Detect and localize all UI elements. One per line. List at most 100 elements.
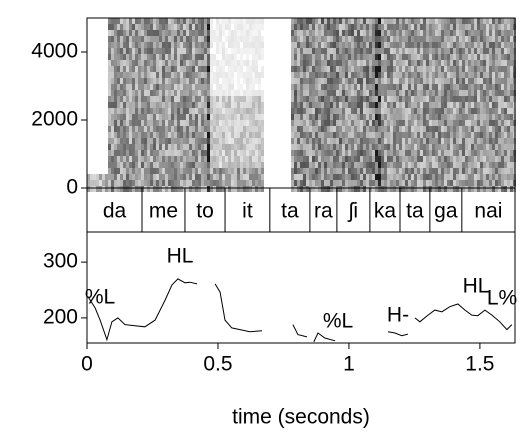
spectrogram-cell — [477, 66, 480, 72]
spectrogram-cell — [153, 102, 156, 108]
spectrogram-cell — [117, 186, 120, 192]
spectrogram-cell — [231, 96, 234, 102]
spectrogram-cell — [423, 96, 426, 102]
spectrogram-cell — [291, 120, 294, 126]
spectrogram-cell — [444, 120, 447, 126]
spectrogram-cell — [345, 66, 348, 72]
spectrogram-cell — [330, 30, 333, 36]
spectrogram-cell — [189, 102, 192, 108]
spectrogram-cell — [501, 60, 504, 66]
spectrogram-cell — [216, 150, 219, 156]
spectrogram-cell — [357, 18, 360, 24]
spectrogram-cell — [225, 102, 228, 108]
spectrogram-cell — [486, 162, 489, 168]
spectrogram-cell — [291, 126, 294, 132]
spectrogram-cell — [312, 78, 315, 84]
spectrogram-cell — [447, 48, 450, 54]
spectrogram-cell — [390, 42, 393, 48]
spectrogram-cell — [162, 186, 165, 192]
spectrogram-cell — [165, 66, 168, 72]
spectrogram-cell — [234, 36, 237, 42]
spectrogram-cell — [507, 138, 510, 144]
spectrogram-cell — [219, 60, 222, 66]
spectrogram-cell — [327, 174, 330, 180]
spectrogram-cell — [432, 24, 435, 30]
spectrogram-cell — [375, 60, 378, 66]
spectrogram-cell — [444, 114, 447, 120]
spectrogram-cell — [414, 156, 417, 162]
spectrogram-cell — [291, 96, 294, 102]
spectrogram-cell — [207, 42, 210, 48]
spectrogram-cell — [378, 42, 381, 48]
spectrogram-cell — [138, 60, 141, 66]
spectrogram-cell — [396, 174, 399, 180]
spectrogram-cell — [312, 114, 315, 120]
spectrogram-cell — [153, 78, 156, 84]
spectrogram-cell — [177, 30, 180, 36]
spectrogram-cell — [153, 114, 156, 120]
spectrogram-cell — [162, 36, 165, 42]
spectrogram-cell — [240, 132, 243, 138]
spectrogram-cell — [120, 96, 123, 102]
spectrogram-cell — [204, 78, 207, 84]
spectrogram-cell — [303, 108, 306, 114]
spectrogram-cell — [165, 48, 168, 54]
spectrogram-cell — [246, 108, 249, 114]
spectrogram-cell — [135, 24, 138, 30]
spectrogram-cell — [201, 102, 204, 108]
spectrogram-cell — [213, 30, 216, 36]
spectrogram-cell — [249, 66, 252, 72]
spectrogram-cell — [156, 102, 159, 108]
spectrogram-cell — [318, 180, 321, 186]
spectrogram-cell — [300, 132, 303, 138]
spectrogram-cell — [366, 78, 369, 84]
spectrogram-cell — [423, 126, 426, 132]
spectrogram-cell — [441, 120, 444, 126]
spectrogram-cell — [195, 90, 198, 96]
spectrogram-cell — [333, 168, 336, 174]
spectrogram-cell — [387, 24, 390, 30]
spectrogram-cell — [162, 174, 165, 180]
spectrogram-cell — [405, 180, 408, 186]
spectrogram-cell — [336, 138, 339, 144]
spectrogram-cell — [180, 168, 183, 174]
spectrogram-cell — [204, 18, 207, 24]
spectrogram-cell — [147, 132, 150, 138]
spectrogram-cell — [405, 42, 408, 48]
spectrogram-cell — [213, 126, 216, 132]
spectrogram-cell — [366, 126, 369, 132]
spectrogram-cell — [183, 174, 186, 180]
spectrogram-cell — [228, 186, 231, 192]
spectrogram-cell — [219, 30, 222, 36]
spectrogram-cell — [192, 60, 195, 66]
spectrogram-cell — [420, 66, 423, 72]
spectrogram-cell — [147, 18, 150, 24]
spectrogram-cell — [441, 156, 444, 162]
spectrogram-cell — [165, 174, 168, 180]
spectrogram-cell — [177, 90, 180, 96]
spectrogram-cell — [468, 180, 471, 186]
spectrogram-cell — [303, 132, 306, 138]
spectrogram-cell — [480, 120, 483, 126]
spectrogram-cell — [234, 90, 237, 96]
spectrogram-cell — [246, 66, 249, 72]
spectrogram-cell — [456, 180, 459, 186]
spectrogram-cell — [393, 114, 396, 120]
spectrogram-cell — [474, 78, 477, 84]
spectrogram-cell — [486, 66, 489, 72]
spectrogram-cell — [459, 42, 462, 48]
spectrogram-cell — [405, 150, 408, 156]
spectrogram-cell — [354, 30, 357, 36]
spectrogram-cell — [204, 156, 207, 162]
spectrogram-cell — [393, 138, 396, 144]
spectrogram-cell — [372, 174, 375, 180]
spectrogram-cell — [306, 30, 309, 36]
spectrogram-cell — [297, 102, 300, 108]
spectrogram-cell — [390, 162, 393, 168]
spectrogram-cell — [456, 156, 459, 162]
spectrogram-cell — [408, 66, 411, 72]
spectrogram-cell — [462, 150, 465, 156]
spectrogram-cell — [132, 138, 135, 144]
spectrogram-cell — [312, 132, 315, 138]
spectrogram-cell — [114, 66, 117, 72]
